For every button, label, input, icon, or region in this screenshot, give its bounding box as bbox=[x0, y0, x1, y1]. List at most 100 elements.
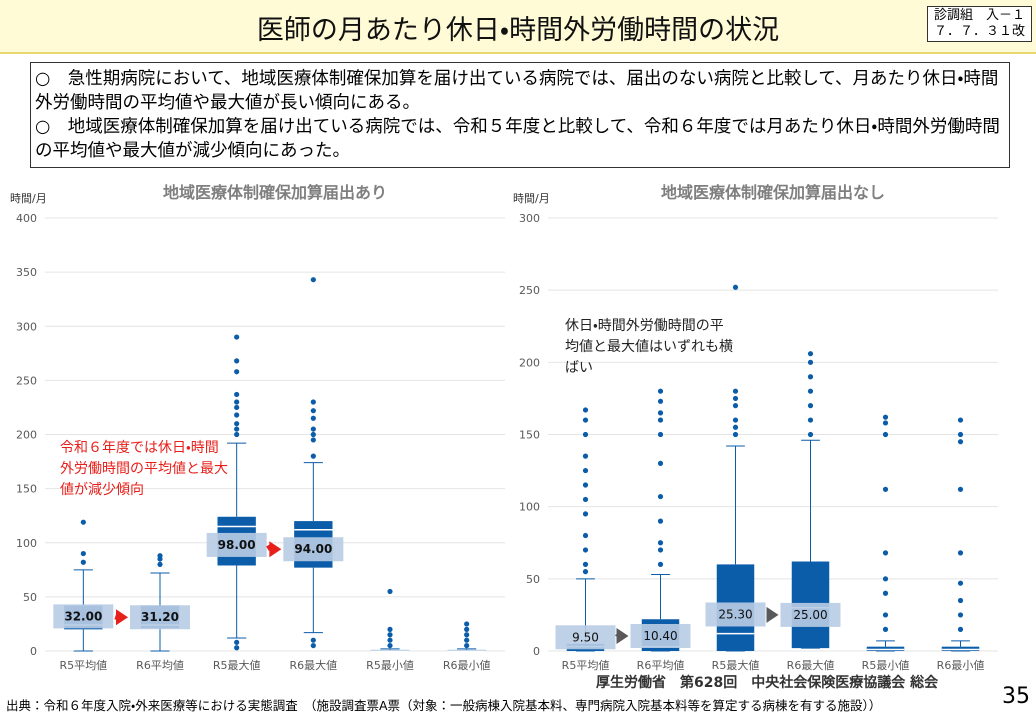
outlier bbox=[582, 561, 589, 568]
outlier bbox=[732, 403, 739, 409]
x-tick-label: R6最大値 bbox=[787, 658, 835, 672]
mean-label-box bbox=[630, 623, 691, 648]
arrow-head bbox=[616, 627, 629, 644]
outlier bbox=[957, 612, 964, 618]
mean-label-box bbox=[130, 605, 190, 630]
y-tick-label: 200 bbox=[16, 429, 37, 442]
outlier bbox=[957, 626, 964, 632]
outlier bbox=[732, 431, 739, 438]
outlier bbox=[310, 426, 316, 432]
outlier bbox=[234, 391, 240, 398]
outlier bbox=[957, 597, 964, 604]
bullets: ○ 急性期病院において、地域医療体制確保加算を届け出ている病院では、届出のない病… bbox=[30, 62, 1010, 168]
outlier bbox=[387, 588, 393, 595]
y-tick-label: 350 bbox=[16, 266, 37, 279]
outlier bbox=[464, 637, 470, 643]
outlier bbox=[582, 569, 589, 575]
mean-label-box bbox=[283, 537, 344, 562]
outlier bbox=[310, 277, 316, 283]
outlier bbox=[582, 453, 589, 459]
source: 出典：令和６年度入院・外来医療等における実態調査 （施設調査票A票（対象：一般病… bbox=[6, 698, 882, 713]
arrow-head bbox=[116, 609, 128, 626]
mean-label: 31.20 bbox=[141, 610, 179, 624]
outlier bbox=[582, 511, 589, 517]
outlier bbox=[582, 547, 589, 553]
outlier bbox=[464, 621, 470, 627]
mean-label: 98.00 bbox=[218, 538, 256, 552]
y-tick-label: 300 bbox=[16, 320, 37, 333]
outlier bbox=[732, 417, 739, 423]
x-tick-label: R6最大値 bbox=[290, 658, 338, 672]
outlier bbox=[582, 417, 589, 423]
outlier bbox=[310, 415, 316, 421]
outlier bbox=[157, 553, 163, 559]
tag-line: ７．７．３１改 bbox=[933, 24, 1025, 39]
outlier bbox=[234, 358, 240, 364]
outlier bbox=[882, 431, 889, 438]
mean-label-box bbox=[555, 625, 616, 650]
outlier bbox=[234, 421, 240, 427]
outlier bbox=[657, 388, 664, 394]
outlier bbox=[582, 407, 589, 413]
outlier bbox=[310, 399, 316, 405]
mean-label-box bbox=[780, 602, 841, 627]
mean-label: 10.40 bbox=[643, 629, 677, 643]
outlier bbox=[732, 284, 739, 290]
mean-label-box bbox=[705, 602, 766, 627]
outlier bbox=[234, 412, 240, 418]
outlier bbox=[732, 388, 739, 394]
outlier bbox=[234, 399, 240, 405]
bullet-text: 急性期病院において、地域医療体制確保加算を届け出ている病院では、届出のない病院と… bbox=[35, 69, 999, 113]
outlier bbox=[310, 437, 316, 443]
outlier bbox=[582, 496, 589, 503]
outlier bbox=[807, 351, 814, 357]
page-number: 35 bbox=[1002, 684, 1030, 709]
outlier bbox=[234, 431, 240, 438]
y-tick-label: 0 bbox=[30, 645, 37, 658]
bullet-mark: ○ bbox=[35, 69, 51, 89]
outlier bbox=[387, 642, 393, 649]
outlier bbox=[80, 559, 86, 565]
outlier bbox=[882, 486, 889, 492]
y-tick-label: 200 bbox=[519, 356, 540, 369]
outlier bbox=[657, 518, 664, 524]
chart-title: 地域医療体制確保加算届出あり bbox=[163, 183, 387, 202]
y-tick-label: 100 bbox=[519, 501, 540, 514]
outlier bbox=[657, 417, 664, 423]
outlier bbox=[882, 550, 889, 556]
mean-label-box bbox=[206, 532, 267, 557]
y-axis-label: 時間/月 bbox=[513, 192, 550, 205]
bullet: ○ 地域医療体制確保加算を届け出ている病院では、令和５年度と比較して、令和６年度… bbox=[35, 115, 1005, 163]
y-tick-label: 50 bbox=[526, 573, 540, 586]
mean-label-box bbox=[53, 604, 114, 629]
x-tick-label: R6平均値 bbox=[136, 658, 184, 672]
outlier bbox=[807, 403, 814, 409]
outlier bbox=[957, 439, 964, 445]
y-tick-label: 100 bbox=[16, 537, 37, 550]
y-tick-label: 250 bbox=[519, 284, 540, 297]
x-tick-label: R6平均値 bbox=[637, 658, 685, 672]
y-tick-label: 50 bbox=[23, 591, 37, 604]
outlier bbox=[310, 453, 316, 459]
charts: 地域医療体制確保加算届出あり 時間/月 0 50 100 150 200 250 300 350 4… bbox=[10, 183, 998, 672]
outlier bbox=[882, 626, 889, 632]
x-tick-label: R5最大値 bbox=[213, 658, 261, 672]
y-tick-label: 250 bbox=[16, 374, 37, 387]
mean-label: 9.50 bbox=[572, 630, 599, 644]
outlier bbox=[234, 426, 240, 432]
arrow-head bbox=[766, 606, 779, 623]
outlier bbox=[80, 550, 86, 557]
mean-label: 94.00 bbox=[294, 542, 332, 556]
outlier bbox=[657, 493, 664, 500]
outlier bbox=[657, 410, 664, 416]
outlier bbox=[882, 576, 889, 582]
chart-title: 地域医療体制確保加算届出なし bbox=[661, 183, 885, 202]
outlier bbox=[882, 420, 889, 426]
tag-line: 診調組 入－１ bbox=[933, 8, 1025, 23]
outlier bbox=[657, 561, 664, 568]
outlier bbox=[957, 431, 964, 438]
outlier bbox=[957, 486, 964, 492]
y-tick-label: 150 bbox=[16, 483, 37, 496]
organization: 厚生労働省 第628回 中央社会保険医療協議会 総会 bbox=[596, 675, 939, 691]
bullet: ○ 急性期病院において、地域医療体制確保加算を届け出ている病院では、届出のない病… bbox=[35, 67, 1005, 115]
